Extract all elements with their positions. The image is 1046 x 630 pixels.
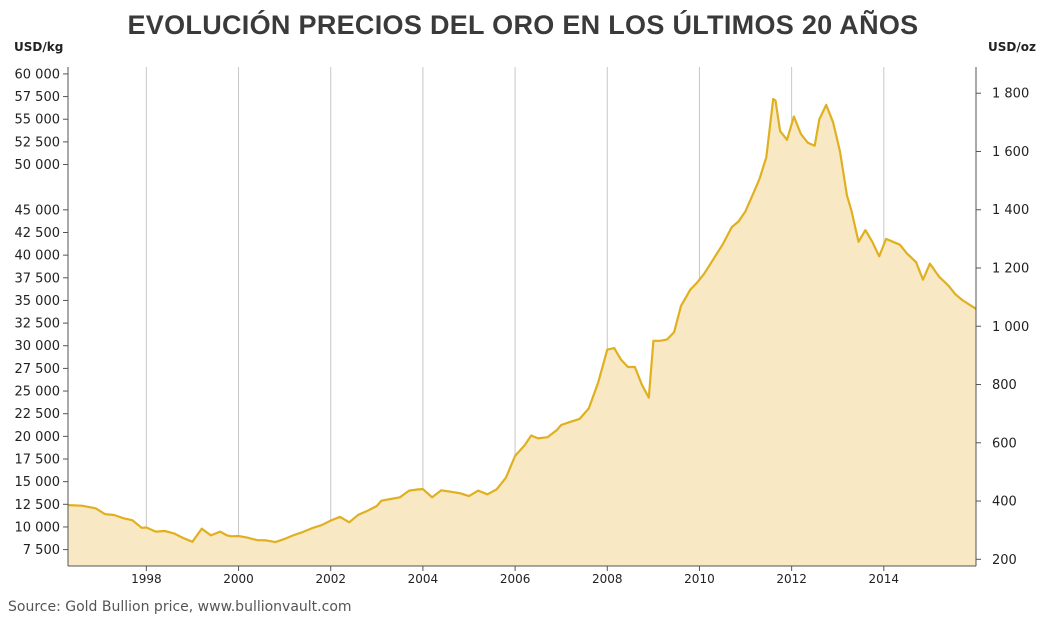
left-tick-label: 32 500 xyxy=(15,317,61,332)
left-tick-label: 22 500 xyxy=(15,407,61,422)
right-tick-label: 800 xyxy=(992,378,1017,393)
right-axis-ticks: 200 400 600 800 1 000 1 200 1 400 1 600 1 800 xyxy=(976,87,1029,568)
source-note: Source: Gold Bullion price, www.bullionv… xyxy=(8,599,352,615)
left-tick-label: 52 500 xyxy=(15,135,61,150)
left-tick-label: 50 000 xyxy=(15,158,61,173)
left-tick-label: 10 000 xyxy=(15,520,61,535)
price-area-fill xyxy=(68,99,976,566)
left-tick-label: 55 000 xyxy=(15,113,61,128)
x-axis-ticks: 1998 2000 2002 2004 2006 2008 2010 2012 2014 xyxy=(131,566,899,586)
right-tick-label: 600 xyxy=(992,436,1017,451)
x-tick-label-2008: 2008 xyxy=(592,572,623,586)
right-tick-label: 200 xyxy=(992,553,1017,568)
left-tick-label: 30 000 xyxy=(15,339,61,354)
price-line xyxy=(67,97,977,544)
left-tick-label: 15 000 xyxy=(15,475,61,490)
right-tick-label: 1 400 xyxy=(992,203,1029,218)
x-tick-label-2004: 2004 xyxy=(408,572,439,586)
left-tick-label: 42 500 xyxy=(15,226,61,241)
x-tick-label-2000: 2000 xyxy=(223,572,254,586)
right-tick-label: 1 000 xyxy=(992,320,1029,335)
left-tick-label: 27 500 xyxy=(15,362,61,377)
left-tick-label: 37 500 xyxy=(15,271,61,286)
right-tick-label: 1 800 xyxy=(992,87,1029,102)
right-axis-unit: USD/oz xyxy=(988,40,1036,54)
right-tick-label: 400 xyxy=(992,495,1017,510)
x-tick-label-2006: 2006 xyxy=(500,572,531,586)
left-tick-label: 20 000 xyxy=(15,430,61,445)
left-tick-label: 45 000 xyxy=(15,203,61,218)
left-tick-label: 12 500 xyxy=(15,498,61,513)
left-tick-label: 40 000 xyxy=(15,249,61,264)
right-tick-label: 1 200 xyxy=(992,261,1029,276)
x-tick-label-2010: 2010 xyxy=(684,572,715,586)
right-tick-label: 1 600 xyxy=(992,145,1029,160)
left-tick-label: 7 500 xyxy=(23,543,60,558)
left-axis-unit: USD/kg xyxy=(14,40,64,54)
chart-title: EVOLUCIÓN PRECIOS DEL ORO EN LOS ÚLTIMOS… xyxy=(127,10,919,40)
left-tick-label: 35 000 xyxy=(15,294,61,309)
x-tick-label-2014: 2014 xyxy=(869,572,900,586)
left-tick-label: 60 000 xyxy=(15,67,61,82)
left-axis-ticks: 7 500 10 000 12 500 15 000 17 500 20 000 22 50… xyxy=(15,67,68,558)
left-tick-label: 17 500 xyxy=(15,453,61,468)
left-tick-label: 25 000 xyxy=(15,385,61,400)
x-tick-label-2002: 2002 xyxy=(315,572,346,586)
x-tick-label-2012: 2012 xyxy=(776,572,807,586)
x-tick-label-1998: 1998 xyxy=(131,572,162,586)
left-tick-label: 57 500 xyxy=(15,90,61,105)
